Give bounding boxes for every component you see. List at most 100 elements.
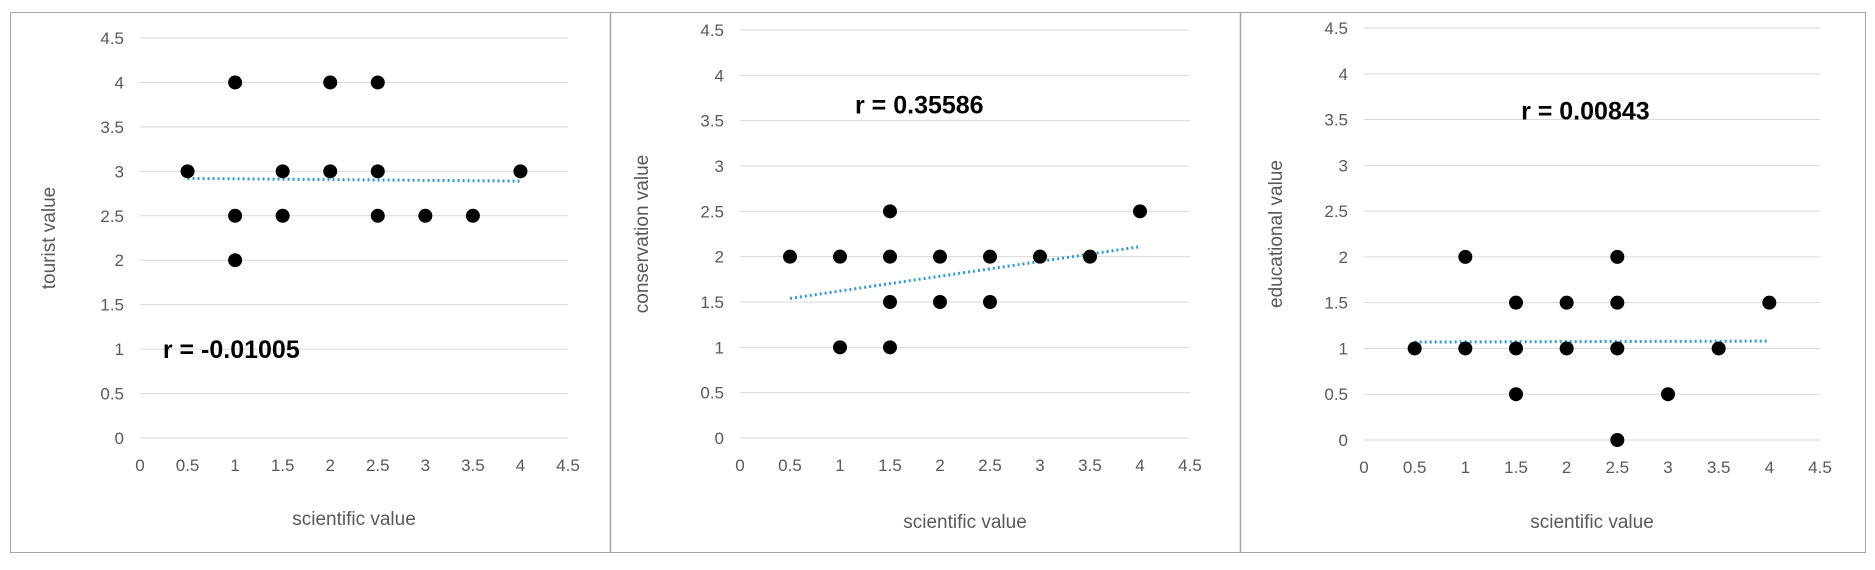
data-point (833, 340, 847, 355)
y-tick-label: 0.5 (700, 384, 724, 403)
x-tick-label: 0 (1359, 458, 1368, 477)
trendline (1414, 339, 1770, 344)
trendline (187, 176, 521, 183)
data-point (1610, 433, 1625, 447)
y-tick-label: 2 (1339, 248, 1348, 267)
data-point (1610, 341, 1625, 356)
x-tick-label: 4.5 (1178, 456, 1202, 475)
data-point (983, 295, 997, 309)
data-point (1559, 341, 1574, 356)
y-tick-label: 4 (115, 73, 124, 92)
x-tick-label: 0 (735, 456, 744, 475)
y-tick-label: 1.5 (1324, 294, 1348, 313)
x-axis-title: scientific value (1530, 512, 1654, 533)
data-point (1407, 341, 1422, 356)
data-point (1610, 295, 1625, 310)
x-tick-label: 3 (1663, 458, 1672, 477)
x-tick-label: 0.5 (176, 456, 200, 475)
x-tick-label: 2.5 (1606, 458, 1630, 477)
y-tick-label: 3.5 (1324, 111, 1348, 130)
y-tick-label: 4.5 (1324, 19, 1348, 38)
y-tick-label: 3.5 (700, 112, 724, 131)
x-tick-label: 1 (835, 456, 844, 475)
x-tick-label: 2.5 (978, 456, 1002, 475)
scatter-panel-3: 0 0.5 1 1.5 2 2.5 3 3.5 4 4.5 0 0.5 1 1.5 2 2.5 3 3.5 4 4.5… (1266, 19, 1832, 533)
trendline (789, 245, 1141, 300)
y-tick-label: 0 (115, 429, 124, 448)
y-tick-label: 2.5 (700, 202, 724, 221)
y-tick-label: 2.5 (1324, 202, 1348, 221)
y-tick-label: 0.5 (1324, 385, 1348, 404)
x-tick-label: 2.5 (366, 456, 390, 475)
data-point (1509, 341, 1523, 356)
x-tick-label: 2 (1562, 458, 1571, 477)
x-tick-label: 1.5 (271, 456, 295, 475)
data-point (1661, 387, 1675, 402)
data-point (228, 75, 243, 90)
data-point (1559, 295, 1574, 310)
x-tick-label: 0 (135, 456, 144, 475)
x-tick-label: 4.5 (556, 456, 580, 475)
data-point (370, 75, 385, 90)
data-point (983, 249, 997, 264)
x-tick-label: 1 (230, 456, 239, 475)
data-point (323, 164, 338, 179)
y-tick-label: 1.5 (100, 296, 124, 315)
data-point (1458, 341, 1473, 356)
y-tick-label: 1 (715, 338, 724, 357)
x-tick-label: 2 (325, 456, 334, 475)
y-tick-label: 2.5 (100, 207, 124, 226)
y-tick-label: 2 (115, 251, 124, 270)
y-tick-label: 4.5 (100, 29, 124, 48)
data-point (228, 253, 243, 268)
data-point (1509, 387, 1523, 402)
y-tick-label: 0.5 (100, 385, 124, 404)
data-point (1711, 341, 1726, 356)
data-point (883, 340, 897, 355)
y-axis-title: conservation value (632, 155, 653, 313)
x-tick-label: 3.5 (1707, 458, 1731, 477)
data-point (883, 249, 897, 264)
data-point (933, 249, 947, 264)
y-tick-label: 1 (1339, 339, 1348, 358)
y-tick-label: 3 (115, 162, 124, 181)
data-point (833, 249, 847, 264)
data-point (1509, 295, 1523, 310)
x-tick-label: 4 (1765, 458, 1774, 477)
data-point (1610, 249, 1625, 264)
data-point (323, 75, 338, 90)
data-point (883, 204, 897, 219)
x-axis-title: scientific value (292, 509, 416, 530)
data-point (783, 249, 797, 264)
scatter-panel-1: 0 0.5 1 1.5 2 2.5 3 3.5 4 4.5 0 0.5 1 1.5 2 2.5 3 3.5 4 4.5… (39, 29, 580, 530)
correlation-label: r = 0.35586 (855, 91, 984, 119)
data-point (275, 208, 290, 223)
y-tick-label: 1 (115, 340, 124, 359)
x-tick-label: 2 (935, 456, 944, 475)
y-tick-label: 4.5 (700, 21, 724, 40)
data-point (370, 164, 385, 179)
data-point (1762, 295, 1777, 310)
data-point (465, 208, 480, 223)
y-tick-label: 2 (715, 248, 724, 267)
data-point (1133, 204, 1147, 219)
data-point (1458, 249, 1473, 264)
x-tick-label: 3.5 (1078, 456, 1102, 475)
x-tick-label: 4.5 (1808, 458, 1832, 477)
y-tick-label: 3 (715, 157, 724, 176)
y-axis-title: tourist value (39, 187, 60, 289)
y-tick-label: 1.5 (700, 293, 724, 312)
data-point (418, 208, 433, 223)
correlation-label: r = -0.01005 (163, 336, 300, 364)
x-axis-title: scientific value (903, 512, 1027, 533)
y-axis-title: educational value (1266, 160, 1287, 308)
scatter-panel-2: 0 0.5 1 1.5 2 2.5 3 3.5 4 4.5 0 0.5 1 1.5 2 2.5 3 3.5 4 4.5… (632, 21, 1202, 533)
data-point (275, 164, 290, 179)
y-tick-label: 0 (1339, 431, 1348, 450)
data-point (513, 164, 528, 179)
x-tick-label: 3.5 (461, 456, 485, 475)
y-tick-label: 3.5 (100, 118, 124, 137)
y-tick-label: 0 (715, 429, 724, 448)
x-tick-label: 0.5 (778, 456, 802, 475)
